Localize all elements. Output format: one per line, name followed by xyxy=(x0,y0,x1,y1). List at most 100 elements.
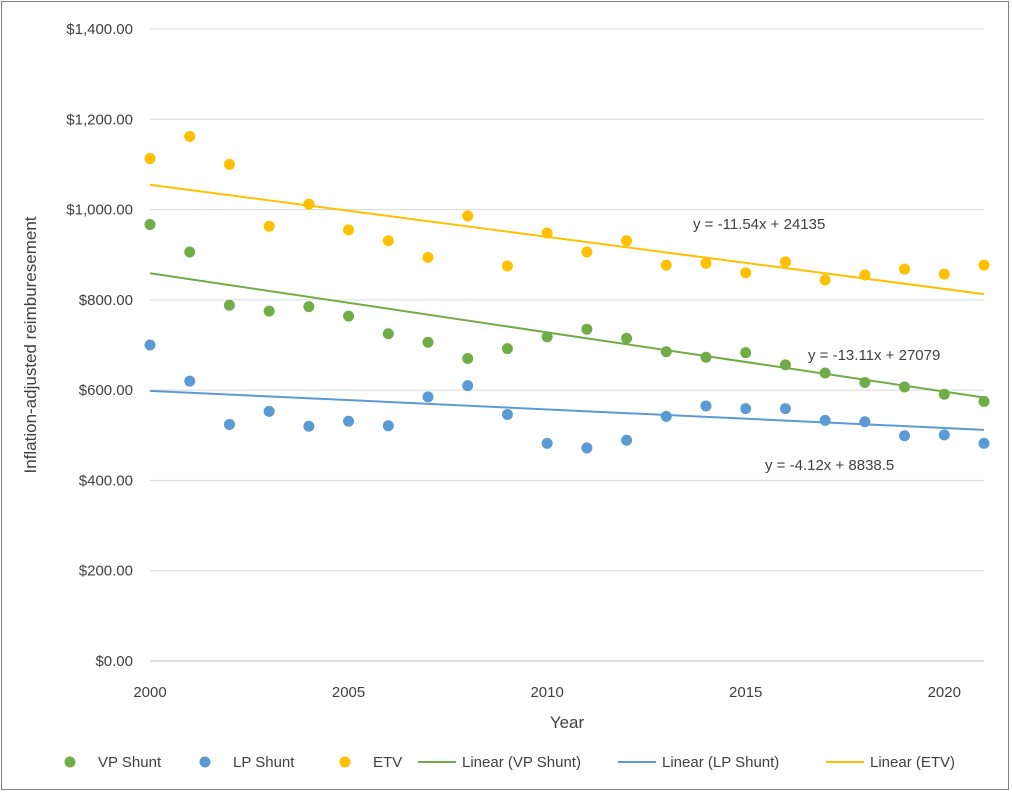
data-point xyxy=(541,437,553,449)
data-point xyxy=(581,246,593,258)
data-point xyxy=(501,343,513,355)
legend-label: VP Shunt xyxy=(98,754,162,771)
data-point xyxy=(660,410,672,422)
x-axis-title: Year xyxy=(550,713,585,732)
y-axis-ticks: $0.00 $200.00 $400.00 $600.00 $800.00 $1,000.… xyxy=(66,21,133,670)
data-point xyxy=(581,442,593,454)
data-point xyxy=(223,158,235,170)
data-point xyxy=(779,359,791,371)
gridlines xyxy=(150,28,984,572)
legend-label: Linear (LP Shunt) xyxy=(662,754,779,771)
data-point xyxy=(859,269,871,281)
y-axis-title: Inflation-adjusted reimburesement xyxy=(21,216,40,473)
legend-label: Linear (VP Shunt) xyxy=(462,754,581,771)
data-point xyxy=(462,210,474,222)
trendlines xyxy=(149,183,985,431)
data-point xyxy=(382,235,394,247)
x-tick-label: 2020 xyxy=(928,684,961,701)
data-point xyxy=(978,437,990,449)
data-point xyxy=(144,339,156,351)
data-point xyxy=(184,130,196,142)
data-point xyxy=(263,305,275,317)
data-point xyxy=(938,429,950,441)
legend-marker xyxy=(64,756,76,768)
x-tick-label: 2010 xyxy=(530,684,563,701)
trendline xyxy=(149,183,985,296)
data-point xyxy=(501,260,513,272)
data-point xyxy=(859,376,871,388)
x-axis-ticks: 2000 2005 2010 2015 2020 xyxy=(133,684,961,701)
data-point xyxy=(144,153,156,165)
trendline-equation: y = -13.11x + 27079 xyxy=(808,347,940,364)
trendline-equation: y = -11.54x + 24135 xyxy=(693,216,825,233)
data-point xyxy=(740,403,752,415)
data-point xyxy=(343,310,355,322)
data-point xyxy=(541,227,553,239)
legend-marker xyxy=(339,756,351,768)
data-point xyxy=(184,246,196,258)
data-point xyxy=(978,259,990,271)
trendline-equations: y = -13.11x + 27079 y = -4.12x + 8838.5 y … xyxy=(693,216,940,474)
data-points xyxy=(144,130,990,454)
data-point xyxy=(621,332,633,344)
y-tick-label: $400.00 xyxy=(79,472,133,489)
data-point xyxy=(621,235,633,247)
y-tick-label: $600.00 xyxy=(79,382,133,399)
data-point xyxy=(422,336,434,348)
data-point xyxy=(422,251,434,263)
data-point xyxy=(938,388,950,400)
legend-marker xyxy=(199,756,211,768)
legend-label: Linear (ETV) xyxy=(870,754,955,771)
legend: VP Shunt LP Shunt ETV Linear (VP Shunt) Line… xyxy=(64,754,955,771)
data-point xyxy=(779,256,791,268)
data-point xyxy=(462,380,474,392)
data-point xyxy=(343,224,355,236)
data-point xyxy=(343,415,355,427)
data-point xyxy=(223,299,235,311)
data-point xyxy=(660,346,672,358)
data-point xyxy=(263,220,275,232)
y-tick-label: $200.00 xyxy=(79,563,133,580)
data-point xyxy=(740,267,752,279)
y-tick-label: $800.00 xyxy=(79,292,133,309)
data-point xyxy=(462,353,474,365)
trendline xyxy=(149,272,985,399)
data-point xyxy=(144,218,156,230)
y-tick-label: $1,400.00 xyxy=(66,21,133,38)
data-point xyxy=(501,409,513,421)
data-point xyxy=(700,400,712,412)
data-point xyxy=(303,198,315,210)
data-point xyxy=(740,347,752,359)
y-tick-label: $0.00 xyxy=(95,653,133,670)
trendline-equation: y = -4.12x + 8838.5 xyxy=(765,457,894,474)
data-point xyxy=(422,391,434,403)
x-tick-label: 2005 xyxy=(332,684,365,701)
data-point xyxy=(899,430,911,442)
y-tick-label: $1,200.00 xyxy=(66,111,133,128)
data-point xyxy=(184,375,196,387)
data-point xyxy=(938,268,950,280)
data-point xyxy=(581,323,593,335)
data-point xyxy=(263,405,275,417)
data-point xyxy=(660,259,672,271)
data-point xyxy=(382,420,394,432)
x-tick-label: 2000 xyxy=(133,684,166,701)
data-point xyxy=(819,274,831,286)
data-point xyxy=(779,403,791,415)
data-point xyxy=(819,367,831,379)
data-point xyxy=(899,263,911,275)
y-tick-label: $1,000.00 xyxy=(66,202,133,219)
data-point xyxy=(223,418,235,430)
data-point xyxy=(382,328,394,340)
data-point xyxy=(303,420,315,432)
data-point xyxy=(700,257,712,269)
data-point xyxy=(899,381,911,393)
data-point xyxy=(978,395,990,407)
legend-label: LP Shunt xyxy=(233,754,295,771)
data-point xyxy=(621,434,633,446)
x-tick-label: 2015 xyxy=(729,684,762,701)
trendline xyxy=(149,389,985,431)
data-point xyxy=(859,416,871,428)
